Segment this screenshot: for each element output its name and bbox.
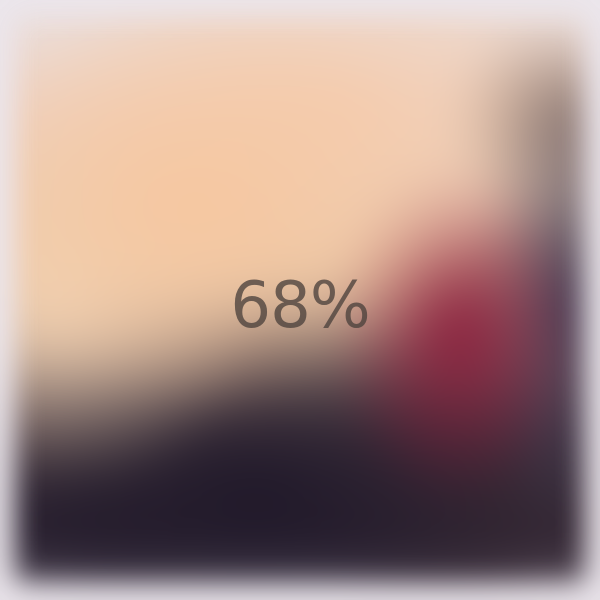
loading-progress-percent: 68% xyxy=(230,269,370,343)
